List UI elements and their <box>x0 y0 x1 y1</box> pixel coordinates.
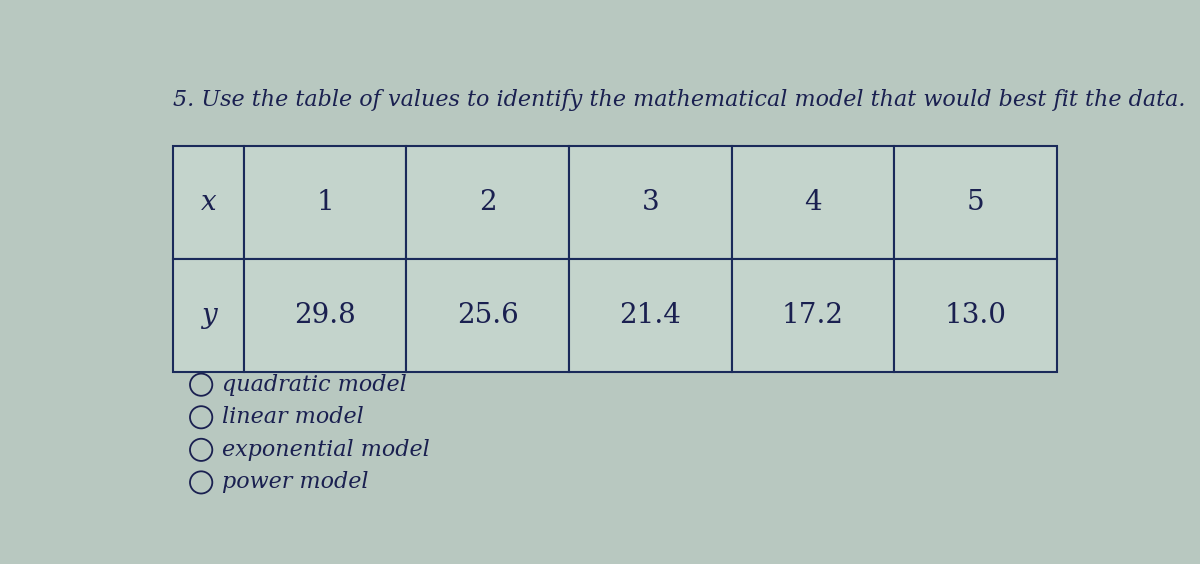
Bar <box>173 259 244 372</box>
Text: 5. Use the table of values to identify the mathematical model that would best fi: 5. Use the table of values to identify t… <box>173 90 1186 112</box>
Bar <box>894 259 1057 372</box>
Text: x: x <box>200 189 216 216</box>
Bar <box>244 259 407 372</box>
Text: y: y <box>200 302 216 329</box>
Text: 17.2: 17.2 <box>782 302 844 329</box>
Text: 25.6: 25.6 <box>457 302 518 329</box>
Text: 1: 1 <box>317 189 334 216</box>
Text: 2: 2 <box>479 189 497 216</box>
Text: linear model: linear model <box>222 406 364 428</box>
Text: 3: 3 <box>642 189 659 216</box>
Text: 29.8: 29.8 <box>294 302 356 329</box>
Bar <box>569 146 732 259</box>
Bar <box>569 259 732 372</box>
Text: exponential model: exponential model <box>222 439 430 461</box>
Bar <box>732 259 894 372</box>
Text: 13.0: 13.0 <box>944 302 1007 329</box>
Text: 5: 5 <box>967 189 984 216</box>
Bar <box>407 259 569 372</box>
Bar <box>732 146 894 259</box>
Bar <box>407 146 569 259</box>
Bar <box>244 146 407 259</box>
Text: 4: 4 <box>804 189 822 216</box>
Text: 21.4: 21.4 <box>619 302 682 329</box>
Text: power model: power model <box>222 472 368 494</box>
Text: quadratic model: quadratic model <box>222 374 407 396</box>
Bar <box>894 146 1057 259</box>
Bar <box>173 146 244 259</box>
